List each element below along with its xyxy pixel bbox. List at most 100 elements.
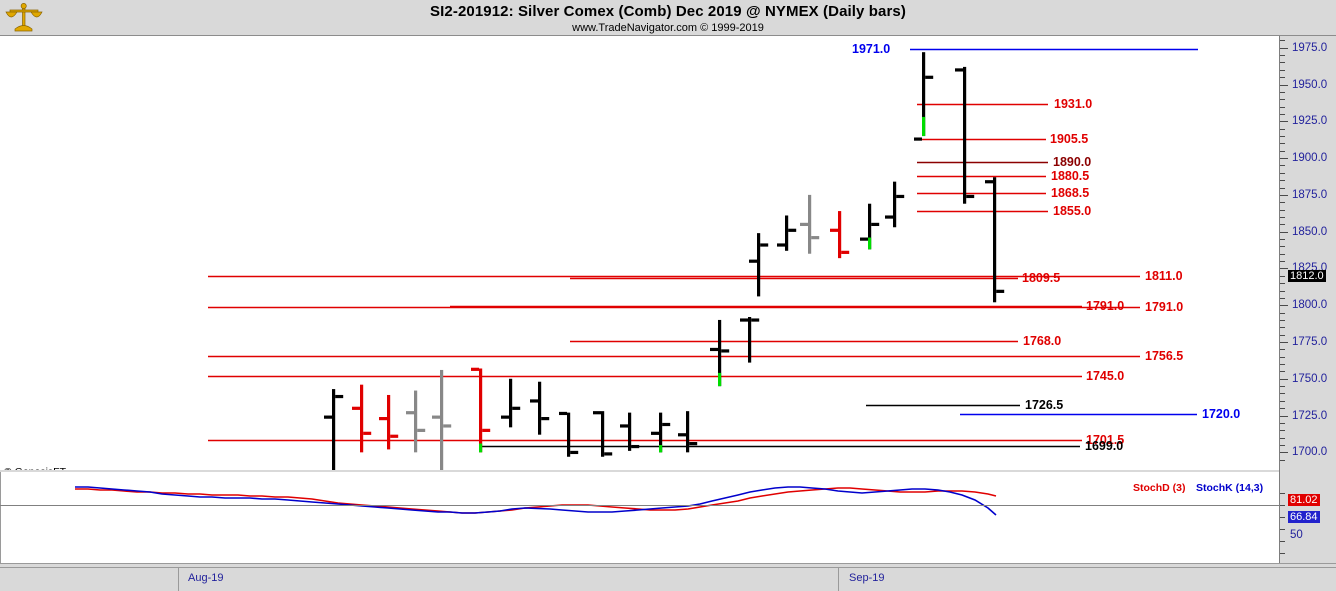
ohlc-open-tick <box>559 411 567 416</box>
price-scale-minor-tick <box>1280 275 1285 277</box>
ohlc-bar[interactable] <box>830 211 850 259</box>
price-level-label[interactable]: 1720.0 <box>1202 407 1241 421</box>
price-scale-minor-tick <box>1280 165 1285 167</box>
ohlc-range <box>718 319 722 387</box>
ohlc-open-tick <box>501 415 509 419</box>
legend-stoch-k[interactable]: StochK (14,3) <box>1196 482 1264 494</box>
price-level-label[interactable]: 1931.0 <box>1054 97 1093 111</box>
ohlc-bar[interactable] <box>678 411 698 453</box>
ohlc-open-tick <box>593 411 601 415</box>
ohlc-bar[interactable] <box>471 367 491 453</box>
price-level-label[interactable]: 1726.5 <box>1025 398 1064 412</box>
price-scale-minor-tick <box>1280 77 1285 79</box>
price-level-label[interactable]: 1791.0 <box>1145 300 1184 314</box>
stoch-mid-label: 50 <box>1290 529 1303 541</box>
price-chart-pane[interactable] <box>0 36 1279 470</box>
stochastic-line[interactable] <box>75 486 997 516</box>
price-scale-minor-tick <box>1280 143 1285 145</box>
price-scale-minor-tick <box>1280 261 1285 263</box>
ohlc-bar[interactable] <box>620 412 640 451</box>
price-scale-minor-tick <box>1280 239 1285 241</box>
ohlc-bar[interactable] <box>749 233 769 297</box>
price-level-label[interactable]: 1890.0 <box>1053 155 1092 169</box>
ohlc-bar[interactable] <box>860 203 880 250</box>
ohlc-bar[interactable] <box>379 394 399 450</box>
ohlc-bar[interactable] <box>651 412 671 453</box>
ohlc-bar[interactable] <box>914 52 934 141</box>
ohlc-close-tick <box>541 417 550 421</box>
ohlc-bar[interactable] <box>985 177 1005 303</box>
ohlc-green-segment <box>479 443 483 453</box>
price-scale-label: 1925.0 <box>1292 115 1328 128</box>
ohlc-range <box>868 203 872 250</box>
ohlc-range <box>748 316 752 363</box>
ohlc-range <box>360 384 364 453</box>
price-level-label[interactable]: 1791.0 <box>1086 299 1125 313</box>
price-scale-minor-tick <box>1280 400 1285 402</box>
price-scale-minor-tick <box>1280 150 1285 152</box>
ohlc-open-tick <box>740 318 748 322</box>
stoch-d-value-box: 81.02 <box>1288 494 1320 506</box>
ohlc-range <box>838 211 842 259</box>
price-scale-minor-tick <box>1280 290 1285 292</box>
ohlc-bar[interactable] <box>800 194 820 254</box>
ohlc-bar[interactable] <box>432 369 452 470</box>
price-scale-minor-tick <box>1280 297 1285 299</box>
price-level-label[interactable]: 1701.5 <box>1086 433 1125 447</box>
ohlc-green-segment <box>659 444 663 453</box>
ohlc-bar[interactable] <box>593 411 613 457</box>
date-separator-aug <box>178 567 179 591</box>
ohlc-close-tick <box>390 434 399 438</box>
stochastic-pane[interactable] <box>0 472 1279 563</box>
ohlc-range <box>993 177 997 303</box>
price-level-label[interactable]: 1811.0 <box>1145 269 1183 283</box>
ohlc-bar[interactable] <box>406 390 426 453</box>
price-level-label[interactable]: 1756.5 <box>1145 349 1184 363</box>
ohlc-close-tick <box>631 444 640 449</box>
ohlc-bar[interactable] <box>559 411 579 457</box>
current-price-box: 1812.0 <box>1288 270 1326 282</box>
ohlc-bar[interactable] <box>501 378 521 428</box>
price-scale-minor-tick <box>1280 283 1285 285</box>
price-level-label[interactable]: 1745.0 <box>1086 369 1125 383</box>
stoch-scale-tick <box>1280 553 1285 554</box>
stoch-scale-tick <box>1280 529 1285 530</box>
price-scale-tick <box>1280 268 1288 270</box>
ohlc-open-tick <box>678 433 686 437</box>
stochastic-line[interactable] <box>75 487 997 514</box>
price-scale-label: 1950.0 <box>1292 78 1328 91</box>
price-level-label[interactable]: 1768.0 <box>1023 334 1062 348</box>
ohlc-open-tick <box>955 68 963 72</box>
ohlc-bar[interactable] <box>740 316 760 363</box>
legend-stoch-d[interactable]: StochD (3) <box>1133 482 1186 494</box>
ohlc-bar[interactable] <box>885 181 905 228</box>
ohlc-close-tick <box>896 194 905 199</box>
ohlc-bar[interactable] <box>352 384 372 453</box>
price-level-label[interactable]: 1699.0 <box>1085 439 1124 453</box>
price-scale-minor-tick <box>1280 356 1285 358</box>
price-scale-minor-tick <box>1280 386 1285 388</box>
price-scale-minor-tick <box>1280 327 1285 329</box>
price-level-label[interactable]: 1809.5 <box>1022 271 1061 285</box>
ohlc-open-tick <box>432 415 440 419</box>
ohlc-bar[interactable] <box>530 381 550 435</box>
price-level-label[interactable]: 1868.5 <box>1051 186 1090 200</box>
ohlc-open-tick <box>710 347 718 352</box>
price-scale[interactable] <box>1279 36 1336 563</box>
ohlc-bar[interactable] <box>955 66 975 204</box>
price-level-label[interactable]: 1855.0 <box>1053 204 1092 218</box>
stoch-scale-tick <box>1280 517 1285 518</box>
price-scale-minor-tick <box>1280 349 1285 351</box>
price-scale-minor-tick <box>1280 202 1285 204</box>
ohlc-bar[interactable] <box>777 215 797 251</box>
ohlc-open-tick <box>777 243 785 247</box>
date-separator-sep <box>838 567 839 591</box>
ohlc-close-tick <box>841 250 850 254</box>
page-title: SI2-201912: Silver Comex (Comb) Dec 2019… <box>430 3 906 20</box>
ohlc-range <box>538 381 542 435</box>
price-level-label[interactable]: 1905.5 <box>1050 132 1089 146</box>
ohlc-bar[interactable] <box>324 389 344 470</box>
ohlc-bar[interactable] <box>710 319 730 387</box>
price-level-label[interactable]: 1880.5 <box>1051 169 1090 183</box>
price-level-label[interactable]: 1971.0 <box>852 42 891 56</box>
